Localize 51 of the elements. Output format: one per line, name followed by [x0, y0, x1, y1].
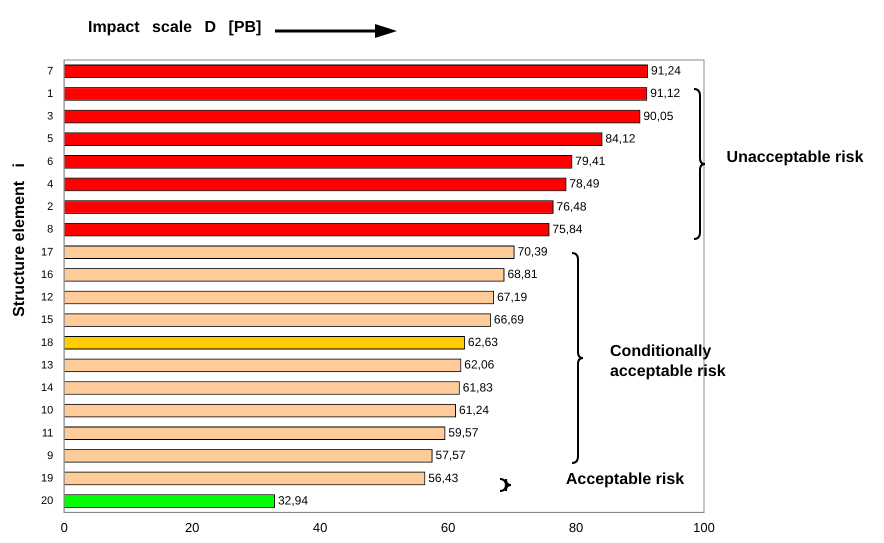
data-label: 62,63: [468, 335, 498, 350]
y-tick-label: 14: [40, 382, 54, 394]
data-label: 70,39: [518, 244, 548, 259]
y-tick-label: 3: [47, 110, 54, 123]
data-label: 67,19: [497, 290, 528, 304]
data-label: 90,05: [643, 108, 674, 123]
y-tick-label: 20: [40, 495, 54, 508]
data-label: 76,48: [556, 199, 587, 214]
x-tick-label: 20: [184, 520, 200, 535]
x-tick-label: 40: [312, 520, 328, 535]
y-axis-title: Structure element i: [10, 162, 29, 319]
x-tick-label: 100: [693, 520, 715, 535]
data-label: 32,94: [278, 493, 308, 508]
y-tick-label: 16: [40, 268, 54, 281]
data-label: 91,12: [650, 86, 681, 100]
data-label: 75,84: [552, 222, 583, 236]
y-tick-label: 15: [40, 314, 54, 326]
y-tick-label: 5: [47, 133, 54, 146]
y-tick-label: 6: [47, 156, 54, 168]
x-tick-label: 0: [60, 520, 68, 535]
data-label: 57,57: [436, 448, 466, 462]
data-label: 79,41: [575, 154, 606, 168]
y-tick-label: 17: [40, 246, 54, 258]
data-label: 61,83: [462, 380, 494, 394]
y-tick-label: 11: [42, 427, 54, 440]
y-tick-label: 12: [40, 292, 54, 304]
x-axis-title: Impact scale D [PB]: [88, 18, 262, 38]
data-label: 78,49: [569, 176, 600, 191]
data-label: 68,81: [507, 267, 538, 282]
y-tick-label: 18: [40, 336, 54, 349]
y-tick-label: 8: [47, 224, 54, 236]
data-label: 59,57: [448, 426, 479, 440]
text: Unacceptable risk: [726, 148, 864, 168]
data-label: 61,24: [459, 402, 490, 417]
data-label: 84,12: [605, 131, 636, 146]
y-tick-label: 1: [47, 88, 54, 100]
data-label: 66,69: [494, 312, 524, 326]
y-tick-label: 4: [47, 178, 54, 190]
y-tick-label: 9: [47, 450, 54, 462]
data-label: 91,24: [650, 64, 682, 78]
data-label: 56,43: [428, 470, 459, 485]
data-label: 62,06: [464, 358, 495, 372]
annotation: Conditionally acceptable risk: [610, 342, 727, 382]
y-tick-label: 7: [47, 65, 54, 78]
y-tick-label: 2: [47, 201, 54, 214]
y-tick-label: 19: [40, 472, 54, 484]
y-tick-label: 13: [40, 359, 54, 372]
x-tick-label: 80: [568, 520, 584, 535]
x-tick-label: 60: [440, 520, 456, 535]
annotation: Acceptable risk: [564, 470, 686, 490]
y-tick-label: 10: [40, 404, 54, 417]
